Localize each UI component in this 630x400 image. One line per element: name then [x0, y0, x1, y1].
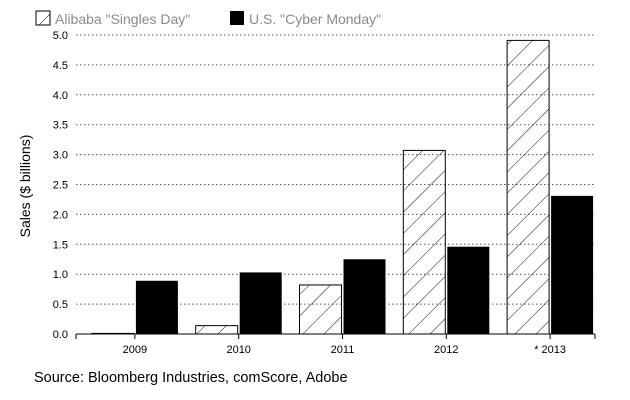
- bar-alibaba-4: [506, 39, 550, 335]
- bar-alibaba-0: [91, 332, 135, 335]
- legend-label-cyber-monday: U.S. "Cyber Monday": [249, 11, 381, 27]
- x-tick-label: 2011: [331, 344, 355, 356]
- legend-swatch-cyber-monday: [230, 11, 244, 25]
- bar-alibaba-1: [195, 325, 239, 335]
- bars: [91, 39, 594, 335]
- x-tick-label: * 2013: [534, 344, 566, 356]
- x-tick-label: 2009: [123, 344, 147, 356]
- y-tick-label: 2.0: [53, 209, 68, 221]
- bar-alibaba-2: [299, 284, 342, 335]
- y-tick-label: 3.0: [53, 150, 68, 162]
- bar-cyber-monday-4: [551, 195, 594, 334]
- y-tick-label: 0.5: [53, 299, 68, 311]
- bar-cyber-monday-2: [343, 259, 386, 334]
- bar-alibaba-3: [402, 149, 446, 335]
- y-tick-label: 4.0: [53, 90, 68, 102]
- y-tick-label: 2.5: [53, 180, 68, 192]
- y-axis-label: Sales ($ billions): [17, 135, 33, 238]
- legend-label-alibaba: Alibaba "Singles Day": [55, 11, 190, 27]
- y-axis-ticks: 0.0 0.5 1.0 1.5 2.0 2.5 3.0 3.5 4.0 4.5 5.0: [53, 30, 68, 341]
- y-tick-label: 0.0: [53, 329, 68, 341]
- legend: Alibaba "Singles Day" U.S. "Cyber Monday…: [35, 10, 381, 27]
- y-tick-label: 5.0: [53, 30, 68, 42]
- x-tick-label: 2012: [434, 344, 458, 356]
- source-note: Source: Bloomberg Industries, comScore, …: [34, 370, 348, 386]
- x-tick-label: 2010: [226, 344, 250, 356]
- legend-swatch-alibaba: [35, 10, 51, 26]
- bar-cyber-monday-1: [239, 272, 282, 334]
- x-axis-ticks: 2009 2010 2011 2012 * 2013: [75, 334, 596, 356]
- bar-cyber-monday-0: [135, 280, 178, 334]
- bar-cyber-monday-3: [447, 246, 490, 334]
- y-tick-label: 3.5: [53, 120, 68, 132]
- y-tick-label: 1.0: [53, 269, 68, 281]
- y-tick-label: 1.5: [53, 239, 68, 251]
- y-tick-label: 4.5: [53, 60, 68, 72]
